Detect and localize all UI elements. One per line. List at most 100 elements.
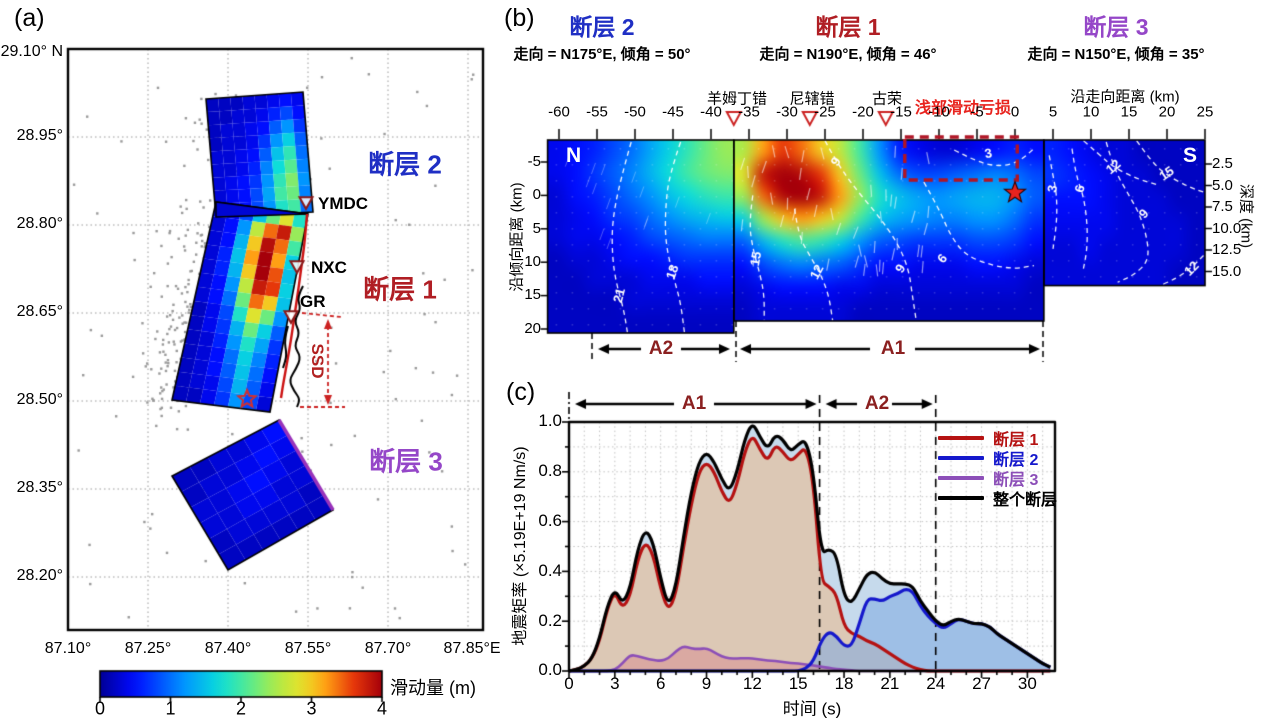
depth-tick-label: 10.0 [1212, 219, 1242, 237]
time-tick-label: 18 [834, 674, 854, 693]
legend-item-total: 整个断层 [938, 490, 1057, 509]
station-label-gr: GR [300, 292, 326, 311]
strike-km-tick-label: -30 [776, 103, 798, 121]
section-fault1-title: 断层 1 [815, 14, 881, 40]
lon-tick-label: 87.40° [204, 640, 252, 657]
depth-tick-label: 2.5 [1212, 155, 1233, 172]
strike-km-tick-label: 5 [1048, 103, 1058, 121]
moment-tick-label: 0.6 [538, 511, 562, 531]
zone-a2-label-chart: A2 [864, 393, 890, 414]
lat-tick-label: 28.50° [16, 391, 63, 409]
strike-km-tick-label: 20 [1158, 103, 1176, 121]
site-label-gurong: 古荣 [871, 90, 903, 108]
lat-tick-label: 29.10° N [0, 43, 63, 61]
lat-tick-label: 28.95° [16, 127, 63, 145]
north-label: N [566, 144, 582, 167]
panel-b-label: (b) [504, 4, 535, 32]
site-label-yangmudingcuo: 羊姆丁错 [706, 90, 768, 108]
strike-km-tick-label: 25 [1196, 103, 1214, 121]
map-fault3-label: 断层 3 [369, 446, 443, 477]
time-tick-label: 6 [655, 674, 666, 693]
moment-rate-canvas [500, 390, 1268, 725]
legend-label-fault3: 断层 3 [993, 472, 1039, 489]
strike-km-tick-label: -40 [700, 103, 722, 121]
colorbar-tick-label: 4 [376, 698, 388, 719]
legend-line-total [938, 496, 984, 500]
shallow-slip-deficit-label: 浅部滑动亏损 [914, 100, 1012, 117]
time-tick-label: 12 [742, 674, 762, 693]
strike-km-tick-label: -15 [890, 103, 912, 121]
panel-c-label: (c) [506, 378, 536, 406]
colorbar-tick-label: 2 [235, 698, 247, 719]
along-strike-axis-label: 沿走向距离 (km) [1070, 88, 1180, 106]
dip-tick-label: 0 [532, 186, 541, 204]
moment-tick-label: 0.4 [538, 560, 562, 580]
legend-line-fault3 [938, 476, 984, 480]
lat-tick-label: 28.20° [16, 567, 63, 585]
dip-tick-label: -5 [527, 152, 541, 170]
legend-label-fault2: 断层 2 [993, 452, 1039, 469]
lon-tick-label: 87.85°E [443, 640, 501, 657]
moment-tick-label: 0.2 [538, 610, 562, 630]
lon-tick-label: 87.55° [284, 640, 332, 657]
section-fault3-subtitle: 走向 = N150°E, 倾角 = 35° [1027, 46, 1205, 63]
legend-item-fault1: 断层 1 [938, 430, 1057, 449]
section-fault2-title: 断层 2 [569, 14, 635, 40]
lon-tick-label: 87.25° [124, 640, 172, 657]
strike-km-tick-label: 15 [1120, 103, 1138, 121]
legend-line-fault2 [938, 456, 984, 460]
time-tick-label: 30 [1017, 674, 1037, 693]
legend: 断层 1 断层 2 断层 3 整个断层 [938, 430, 1057, 509]
lat-tick-label: 28.35° [16, 479, 63, 497]
panel-a-label: (a) [14, 4, 45, 32]
time-tick-label: 0 [564, 674, 574, 693]
depth-tick-label: 7.5 [1212, 198, 1233, 215]
map-panel-canvas [0, 0, 500, 725]
site-label-nixiacuo: 尼辖错 [789, 90, 835, 108]
time-tick-label: 15 [788, 674, 808, 693]
station-label-nxc: NXC [311, 258, 347, 277]
strike-km-tick-label: -45 [662, 103, 684, 121]
colorbar-tick-label: 0 [94, 698, 106, 719]
colorbar-tick-label: 1 [165, 698, 176, 719]
colorbar-title: 滑动量 (m) [390, 678, 476, 698]
dip-tick-label: 15 [524, 286, 541, 304]
time-tick-label: 3 [610, 674, 620, 693]
strike-km-tick-label: -60 [548, 103, 570, 121]
legend-label-total: 整个断层 [993, 492, 1058, 509]
strike-km-tick-label: -55 [586, 103, 608, 121]
lat-tick-label: 28.80° [16, 215, 63, 233]
depth-axis-label: 深度 (km) [1237, 183, 1255, 249]
strike-km-tick-label: -20 [852, 103, 874, 121]
depth-tick-label: 15.0 [1212, 262, 1242, 280]
time-tick-label: 27 [972, 674, 992, 693]
section-fault2-subtitle: 走向 = N175°E, 倾角 = 50° [513, 46, 691, 63]
map-fault1-label: 断层 1 [363, 274, 437, 305]
zone-a1-label-section: A1 [880, 338, 906, 359]
strike-km-tick-label: -35 [738, 103, 760, 121]
strike-km-tick-label: 10 [1082, 103, 1100, 121]
zone-a1-label-chart: A1 [681, 393, 707, 414]
strike-km-tick-label: 0 [1010, 103, 1020, 121]
south-label: S [1183, 144, 1198, 167]
legend-item-fault3: 断层 3 [938, 470, 1057, 489]
lat-tick-label: 28.65° [16, 303, 63, 321]
time-axis-label: 时间 (s) [782, 699, 842, 719]
dip-tick-label: 10 [524, 252, 541, 270]
depth-tick-label: 12.5 [1212, 241, 1242, 258]
dip-tick-label: 20 [524, 319, 541, 337]
lon-tick-label: 87.10° [44, 640, 92, 657]
strike-km-tick-label: -10 [928, 103, 950, 121]
ssd-label: SSD [308, 343, 327, 379]
zone-a2-label-section: A2 [648, 338, 674, 359]
section-fault3-title: 断层 3 [1083, 14, 1149, 40]
moment-tick-label: 1.0 [538, 411, 562, 431]
section-fault1-subtitle: 走向 = N190°E, 倾角 = 46° [759, 46, 937, 63]
strike-km-tick-label: -5 [970, 103, 984, 121]
legend-line-fault1 [938, 436, 984, 440]
strike-km-tick-label: -50 [624, 103, 646, 121]
legend-item-fault2: 断层 2 [938, 450, 1057, 469]
station-label-ymdc: YMDC [318, 194, 369, 213]
time-tick-label: 24 [926, 674, 946, 693]
